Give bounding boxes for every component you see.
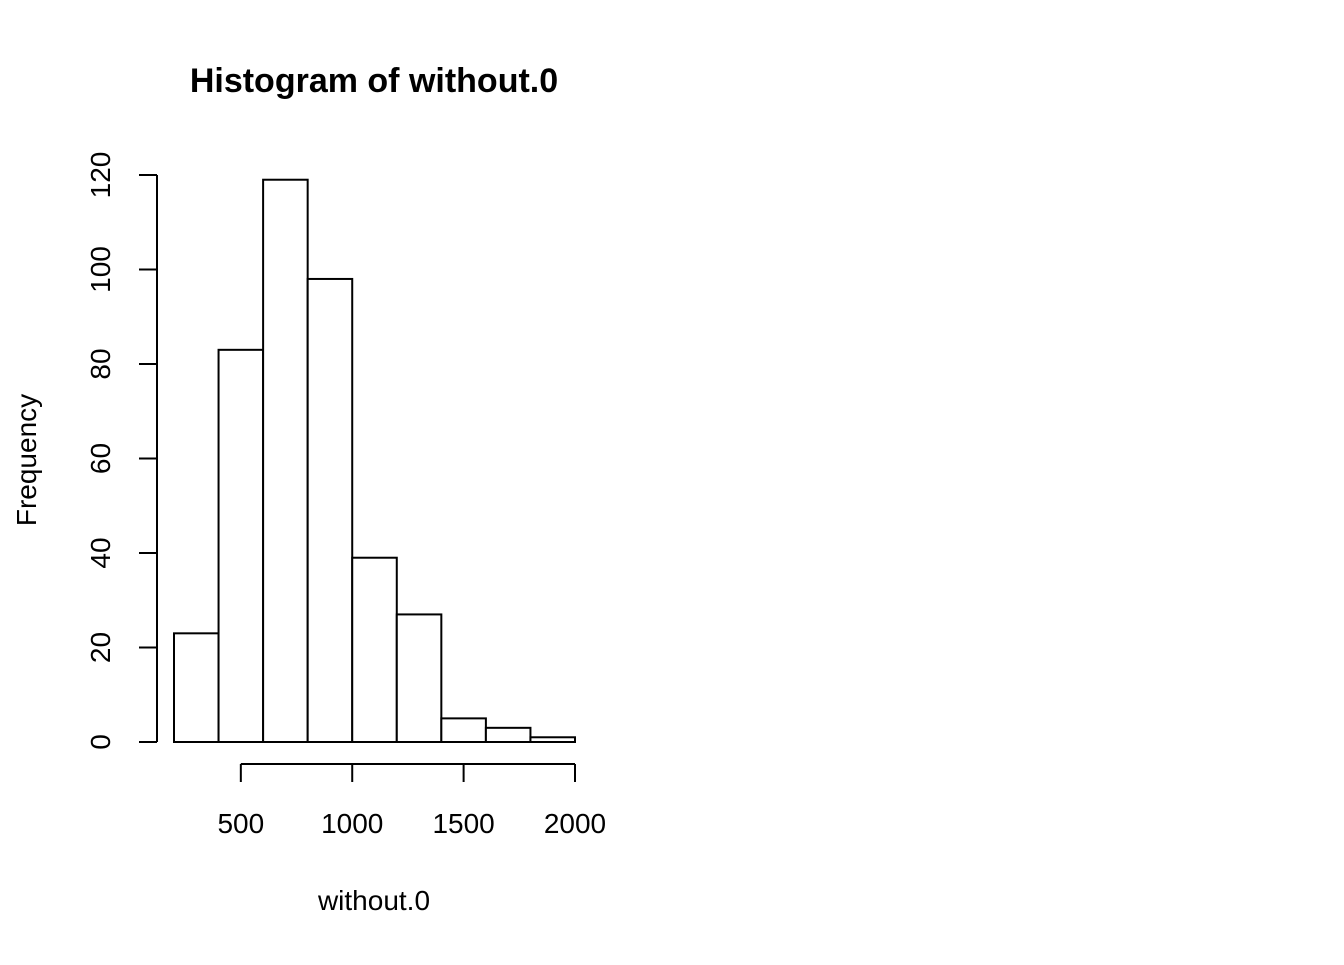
histogram-bar <box>395 613 443 743</box>
histogram-bar <box>484 726 532 744</box>
x-tick-label: 500 <box>217 808 264 839</box>
histogram-bar <box>529 736 577 744</box>
histogram-bar <box>306 277 354 743</box>
y-tick-label: 40 <box>85 537 116 568</box>
y-axis: 0 20 40 60 80 100 120 <box>85 152 158 750</box>
bars-layer <box>173 178 577 744</box>
y-axis-label: Frequency <box>11 394 42 526</box>
y-tick-label: 120 <box>85 152 116 199</box>
x-tick-label: 1000 <box>321 808 383 839</box>
histogram-bar <box>440 717 487 743</box>
y-tick-label: 80 <box>85 348 116 379</box>
chart-title: Histogram of without.0 <box>190 62 558 100</box>
x-tick-label: 2000 <box>544 808 606 839</box>
x-axis-label: without.0 <box>317 885 430 916</box>
y-tick-label: 100 <box>85 246 116 293</box>
histogram-bar <box>173 632 220 744</box>
histogram-bar <box>262 178 309 744</box>
histogram-bar <box>217 348 265 743</box>
y-tick-label: 20 <box>85 632 116 663</box>
histogram-bar <box>351 556 398 743</box>
x-tick-label: 1500 <box>432 808 494 839</box>
y-tick-label: 60 <box>85 443 116 474</box>
x-axis: 500 1000 1500 2000 <box>217 763 606 839</box>
y-tick-label: 0 <box>85 734 116 750</box>
